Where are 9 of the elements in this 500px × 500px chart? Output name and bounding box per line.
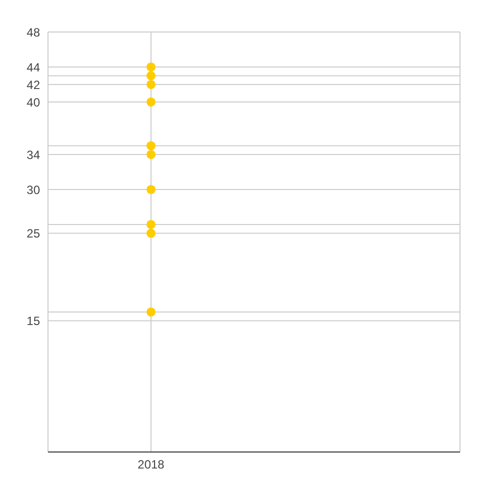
y-tick-label: 34	[26, 148, 40, 162]
y-tick-label: 48	[26, 25, 40, 40]
y-tick-label: 44	[26, 60, 40, 74]
y-tick-label: 42	[26, 78, 40, 92]
y-tick-label: 40	[26, 95, 40, 110]
x-tick-label: 2018	[138, 458, 165, 472]
y-tick-label: 25	[26, 226, 40, 241]
y-tick-label: 30	[26, 182, 40, 197]
y-tick-label: 15	[26, 314, 40, 328]
